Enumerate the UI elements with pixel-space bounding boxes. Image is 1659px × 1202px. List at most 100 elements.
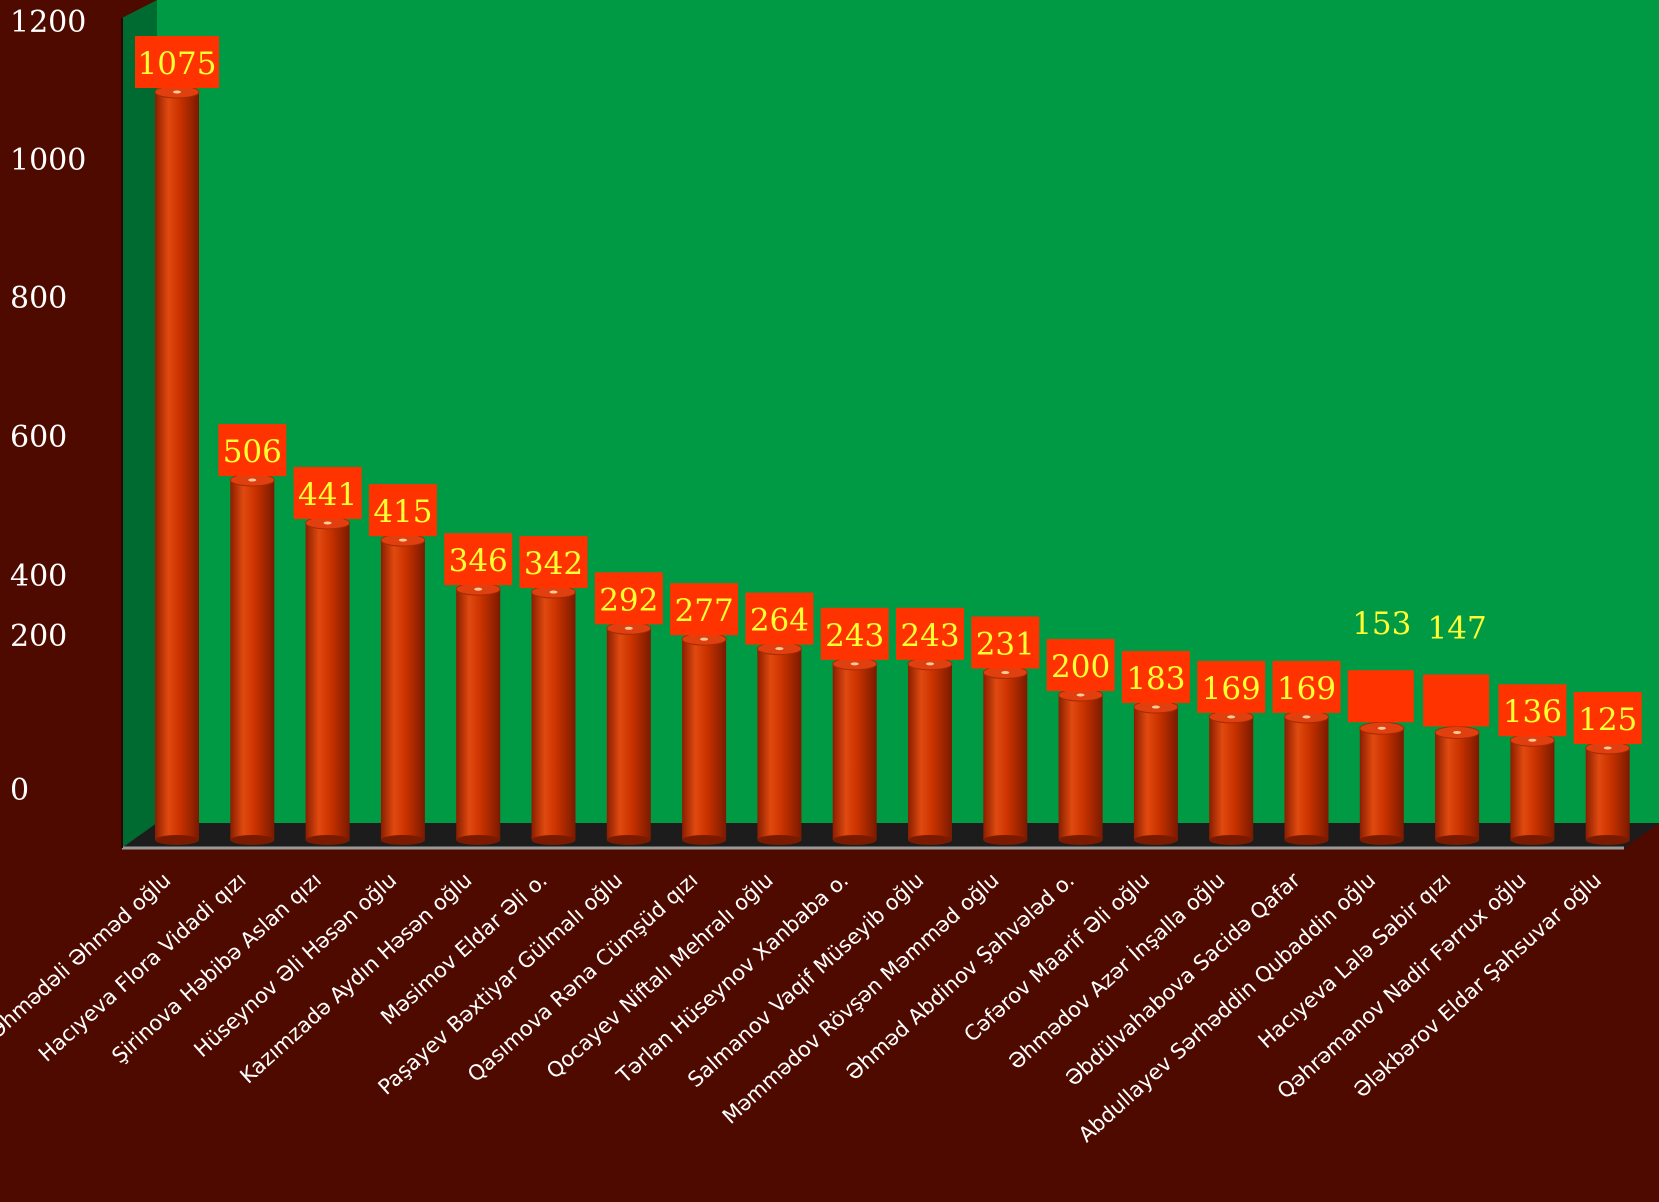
bar-highlight [926,662,934,666]
data-label: 441 [298,477,357,513]
bar-highlight [398,538,407,542]
y-tick-label: 600 [10,420,67,455]
data-label: 506 [223,434,282,470]
bar-base [1133,835,1178,845]
bar-highlight [173,90,181,94]
y-tick-label: 200 [10,619,67,654]
bar-base [983,835,1028,845]
data-label-box [444,533,513,586]
data-label: 153 [1352,606,1411,642]
data-label-box [1121,651,1190,704]
bar [1133,707,1178,840]
data-label: 243 [825,618,884,654]
bar [908,663,952,840]
bar [1284,716,1329,840]
bar-base [832,835,877,845]
bar [1585,748,1630,840]
bar [1058,695,1103,840]
data-label: 264 [750,603,809,639]
data-label: 231 [976,627,1035,663]
bar-highlight [474,587,483,591]
bar-highlight [1528,738,1537,742]
bar [682,639,727,840]
bar [531,592,576,840]
bar-highlight [549,590,558,594]
bar-base [155,835,199,845]
data-label-box [1498,684,1567,737]
data-label-box [218,424,287,477]
bar-highlight [1302,715,1311,719]
bar [456,589,501,840]
bar-highlight [624,626,633,630]
data-label: 1075 [138,46,217,82]
bar [1435,732,1480,840]
data-label: 200 [1051,649,1110,685]
data-label: 346 [449,543,508,579]
data-label-box [971,616,1040,669]
bar [757,648,802,840]
data-label-box [1046,639,1115,691]
y-axis: 0 200 400 600 800 1000 1200 [10,5,86,808]
data-label-box [135,36,219,88]
bar-base [305,835,350,845]
bar-highlight [248,478,257,482]
y-tick-label: 800 [10,281,67,316]
bar-highlight [323,521,332,525]
bar-highlight [1603,746,1612,750]
y-tick-label: 400 [10,559,67,594]
side-wall [122,0,157,848]
data-label-box [1272,660,1341,713]
bar-base [1058,835,1103,845]
bar-highlight [1001,671,1010,675]
bar-highlight [1227,715,1236,719]
data-label: 147 [1428,610,1487,646]
data-labels-group: 1075 506 441 415 346 342 292 277 264 243 243 231 200… [135,36,1642,744]
data-label-box [1197,660,1266,713]
bar [832,663,877,840]
data-label: 169 [1202,671,1261,707]
bar [1510,740,1555,840]
bar [380,540,425,840]
data-label: 125 [1578,702,1637,738]
bar-highlight [1377,726,1386,730]
bar-base [1435,835,1480,845]
bar-base [908,835,952,845]
bar-base [757,835,802,845]
category-label: Məmmədov Rövşən Məmməd oğlu [718,868,1004,1129]
data-label: 243 [900,618,959,654]
data-label-box [896,607,964,660]
bar-base [1510,835,1555,845]
data-label: 136 [1503,694,1562,730]
data-label-box [293,466,362,519]
data-label: 342 [524,546,583,582]
bar-base [531,835,576,845]
floor [122,823,1659,848]
bar [155,92,199,840]
bar-base [1359,835,1404,845]
data-label: 183 [1126,661,1185,697]
bar-highlight [1151,705,1160,709]
data-label: 415 [373,494,432,530]
bar-base [230,835,275,845]
bar [305,522,350,840]
bar [1359,728,1404,840]
y-tick-label: 0 [10,773,29,808]
data-label: 292 [599,582,658,618]
data-label-box [820,607,889,660]
bar-highlight [850,662,859,666]
bar [606,628,651,840]
y-tick-label: 1200 [10,5,86,40]
data-label-box [1347,670,1414,723]
data-label: 169 [1277,671,1336,707]
bar [983,672,1028,840]
bar-base [606,835,651,845]
data-label-box [594,572,663,625]
data-label-box [670,583,739,636]
bar-highlight [775,647,784,651]
bar-highlight [1453,730,1462,734]
y-tick-label: 1000 [10,143,86,178]
data-label-box [745,592,814,645]
bar-base [380,835,425,845]
bar-base [1284,835,1329,845]
